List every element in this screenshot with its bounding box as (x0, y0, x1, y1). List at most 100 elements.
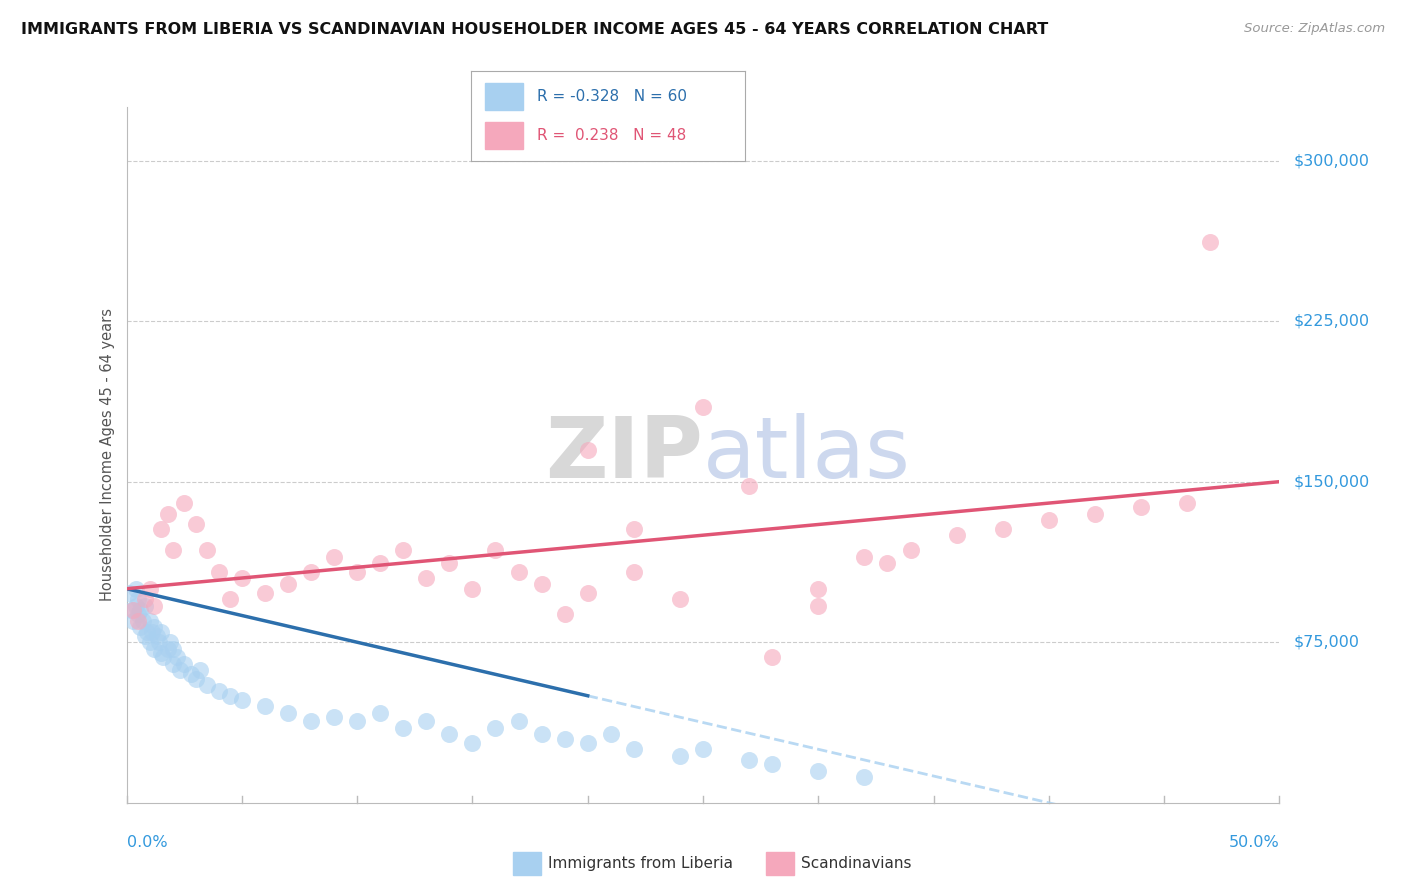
Text: 50.0%: 50.0% (1229, 835, 1279, 850)
Point (368, 706, 391, 720)
Point (162, 641, 184, 656)
Point (136, 624, 159, 639)
Point (141, 624, 163, 639)
Point (508, 565, 530, 579)
Point (208, 684, 231, 698)
Point (692, 742, 714, 756)
Point (669, 592, 692, 607)
Point (415, 714, 437, 729)
Point (195, 678, 218, 692)
Point (122, 603, 145, 617)
Point (415, 571, 437, 585)
Point (173, 657, 195, 671)
Point (127, 607, 149, 622)
Point (1175, 496, 1198, 510)
Point (253, 699, 276, 714)
Point (576, 586, 599, 600)
Point (173, 496, 195, 510)
Point (159, 635, 181, 649)
Point (127, 614, 149, 628)
Point (299, 714, 322, 729)
Point (195, 543, 218, 558)
Point (853, 549, 876, 564)
Text: $225,000: $225,000 (1294, 314, 1369, 328)
Point (554, 607, 576, 622)
Point (134, 629, 156, 643)
Point (143, 620, 166, 634)
Point (1038, 513, 1060, 527)
Point (219, 689, 242, 703)
Point (129, 603, 152, 617)
Point (599, 727, 621, 741)
Point (120, 603, 142, 617)
Text: Scandinavians: Scandinavians (801, 856, 912, 871)
Point (138, 635, 160, 649)
Text: IMMIGRANTS FROM LIBERIA VS SCANDINAVIAN HOUSEHOLDER INCOME AGES 45 - 64 YEARS CO: IMMIGRANTS FROM LIBERIA VS SCANDINAVIAN … (21, 22, 1049, 37)
Point (184, 672, 207, 686)
Point (576, 736, 599, 750)
Point (1130, 500, 1153, 515)
Point (484, 543, 506, 558)
Text: $75,000: $75,000 (1294, 635, 1360, 649)
Bar (485, 122, 523, 149)
Point (162, 543, 184, 558)
Point (127, 592, 149, 607)
Point (623, 565, 645, 579)
Point (900, 543, 922, 558)
Point (157, 507, 180, 521)
Point (184, 517, 207, 532)
Point (1199, 235, 1222, 249)
Point (554, 731, 576, 746)
Text: Immigrants from Liberia: Immigrants from Liberia (548, 856, 734, 871)
Point (148, 635, 170, 649)
Bar (485, 83, 523, 110)
Point (738, 753, 761, 767)
Point (392, 543, 415, 558)
Point (125, 599, 148, 613)
Point (738, 479, 761, 493)
Point (368, 556, 391, 570)
Point (150, 646, 173, 660)
Point (166, 650, 188, 665)
Text: $300,000: $300,000 (1294, 153, 1369, 168)
Text: R =  0.238   N = 48: R = 0.238 N = 48 (537, 128, 686, 143)
Point (346, 714, 368, 729)
Point (461, 582, 484, 596)
Point (508, 714, 530, 729)
Text: R = -0.328   N = 60: R = -0.328 N = 60 (537, 89, 686, 103)
Point (623, 742, 645, 756)
Point (143, 599, 166, 613)
Point (150, 624, 173, 639)
Y-axis label: Householder Income Ages 45 - 64 years: Householder Income Ages 45 - 64 years (100, 309, 115, 601)
Point (169, 663, 191, 677)
Point (138, 614, 160, 628)
Point (439, 556, 461, 570)
Point (150, 522, 173, 536)
Text: 0.0%: 0.0% (127, 835, 167, 850)
Point (253, 586, 276, 600)
Point (1084, 507, 1107, 521)
Point (118, 586, 141, 600)
Point (277, 577, 299, 591)
Point (692, 400, 714, 414)
Point (461, 736, 484, 750)
Point (346, 565, 368, 579)
Point (138, 582, 160, 596)
Point (761, 650, 783, 665)
Point (991, 522, 1014, 536)
Point (134, 599, 156, 613)
Point (576, 442, 599, 457)
Point (299, 565, 322, 579)
Point (219, 592, 242, 607)
Point (807, 599, 830, 613)
Point (208, 565, 231, 579)
Point (807, 764, 830, 778)
Point (530, 727, 553, 741)
Point (323, 710, 346, 724)
Point (157, 641, 180, 656)
Point (180, 667, 202, 681)
Text: atlas: atlas (703, 413, 911, 497)
Point (392, 721, 415, 735)
Point (143, 641, 166, 656)
Point (188, 663, 211, 677)
